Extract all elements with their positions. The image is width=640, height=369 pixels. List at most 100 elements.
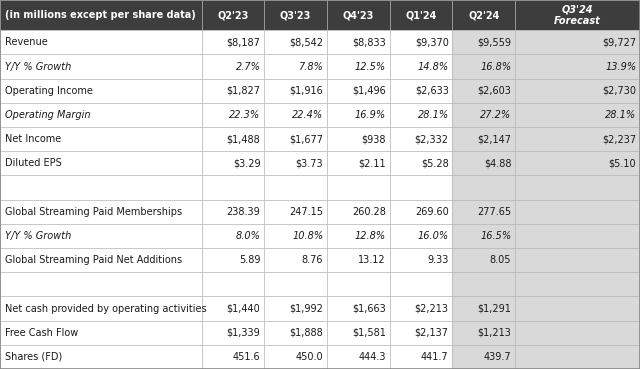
Text: $5.10: $5.10 [609,158,636,168]
Bar [327,345,390,369]
Text: $1,213: $1,213 [477,328,511,338]
Bar [390,224,452,248]
Bar [264,345,327,369]
Bar [452,0,515,30]
Text: $1,992: $1,992 [289,304,323,314]
Text: Net Income: Net Income [5,134,61,144]
Bar [452,296,515,321]
Text: 28.1%: 28.1% [605,110,636,120]
Bar [202,127,264,151]
Text: $2,213: $2,213 [415,304,449,314]
Text: Y/Y % Growth: Y/Y % Growth [5,62,72,72]
Text: $2,137: $2,137 [415,328,449,338]
Bar [452,321,515,345]
Text: 2.7%: 2.7% [236,62,260,72]
Bar [327,224,390,248]
Text: 16.5%: 16.5% [480,231,511,241]
Text: 439.7: 439.7 [484,352,511,362]
Text: $2,730: $2,730 [602,86,636,96]
Text: 8.05: 8.05 [490,255,511,265]
Bar [452,151,515,175]
Bar [515,248,640,272]
Text: $1,581: $1,581 [352,328,386,338]
Bar [515,224,640,248]
Bar [327,272,390,296]
Text: 14.8%: 14.8% [417,62,449,72]
Text: $1,827: $1,827 [227,86,260,96]
Text: 269.60: 269.60 [415,207,449,217]
Bar [452,200,515,224]
Text: $2.11: $2.11 [358,158,386,168]
Bar [0,272,202,296]
Bar [264,224,327,248]
Text: $1,677: $1,677 [289,134,323,144]
Bar [0,248,202,272]
Text: $3.29: $3.29 [233,158,260,168]
Bar [327,127,390,151]
Text: 16.9%: 16.9% [355,110,386,120]
Text: Free Cash Flow: Free Cash Flow [5,328,78,338]
Text: 7.8%: 7.8% [298,62,323,72]
Text: 27.2%: 27.2% [480,110,511,120]
Bar [515,272,640,296]
Bar [327,55,390,79]
Bar [515,345,640,369]
Text: Operating Margin: Operating Margin [5,110,91,120]
Bar [264,200,327,224]
Bar [390,175,452,200]
Bar [327,321,390,345]
Bar [515,55,640,79]
Bar [390,345,452,369]
Text: Operating Income: Operating Income [5,86,93,96]
Bar [202,296,264,321]
Bar [0,345,202,369]
Text: Q1'24: Q1'24 [405,10,437,20]
Bar [264,248,327,272]
Text: Q2'23: Q2'23 [217,10,249,20]
Text: Q3'24
Forecast: Q3'24 Forecast [554,4,601,26]
Bar [515,321,640,345]
Text: $1,496: $1,496 [352,86,386,96]
Bar [202,0,264,30]
Bar [327,175,390,200]
Text: $5.28: $5.28 [421,158,449,168]
Text: $2,237: $2,237 [602,134,636,144]
Bar [515,296,640,321]
Bar [327,30,390,55]
Text: 8.0%: 8.0% [236,231,260,241]
Bar [202,248,264,272]
Bar [202,103,264,127]
Text: $2,603: $2,603 [477,86,511,96]
Text: $1,916: $1,916 [289,86,323,96]
Bar [452,345,515,369]
Bar [202,79,264,103]
Text: Q4'23: Q4'23 [342,10,374,20]
Bar [390,30,452,55]
Bar [515,127,640,151]
Text: 8.76: 8.76 [301,255,323,265]
Bar [0,0,202,30]
Bar [264,127,327,151]
Text: 13.9%: 13.9% [605,62,636,72]
Bar [452,248,515,272]
Bar [202,175,264,200]
Bar [327,200,390,224]
Bar [452,272,515,296]
Bar [515,151,640,175]
Text: 441.7: 441.7 [421,352,449,362]
Text: 12.5%: 12.5% [355,62,386,72]
Text: 22.4%: 22.4% [292,110,323,120]
Bar [390,151,452,175]
Bar [515,200,640,224]
Bar [0,200,202,224]
Bar [327,248,390,272]
Text: Global Streaming Paid Memberships: Global Streaming Paid Memberships [5,207,182,217]
Text: $8,833: $8,833 [352,37,386,47]
Bar [327,79,390,103]
Bar [264,151,327,175]
Bar [202,55,264,79]
Bar [327,0,390,30]
Bar [0,103,202,127]
Bar [390,248,452,272]
Bar [264,30,327,55]
